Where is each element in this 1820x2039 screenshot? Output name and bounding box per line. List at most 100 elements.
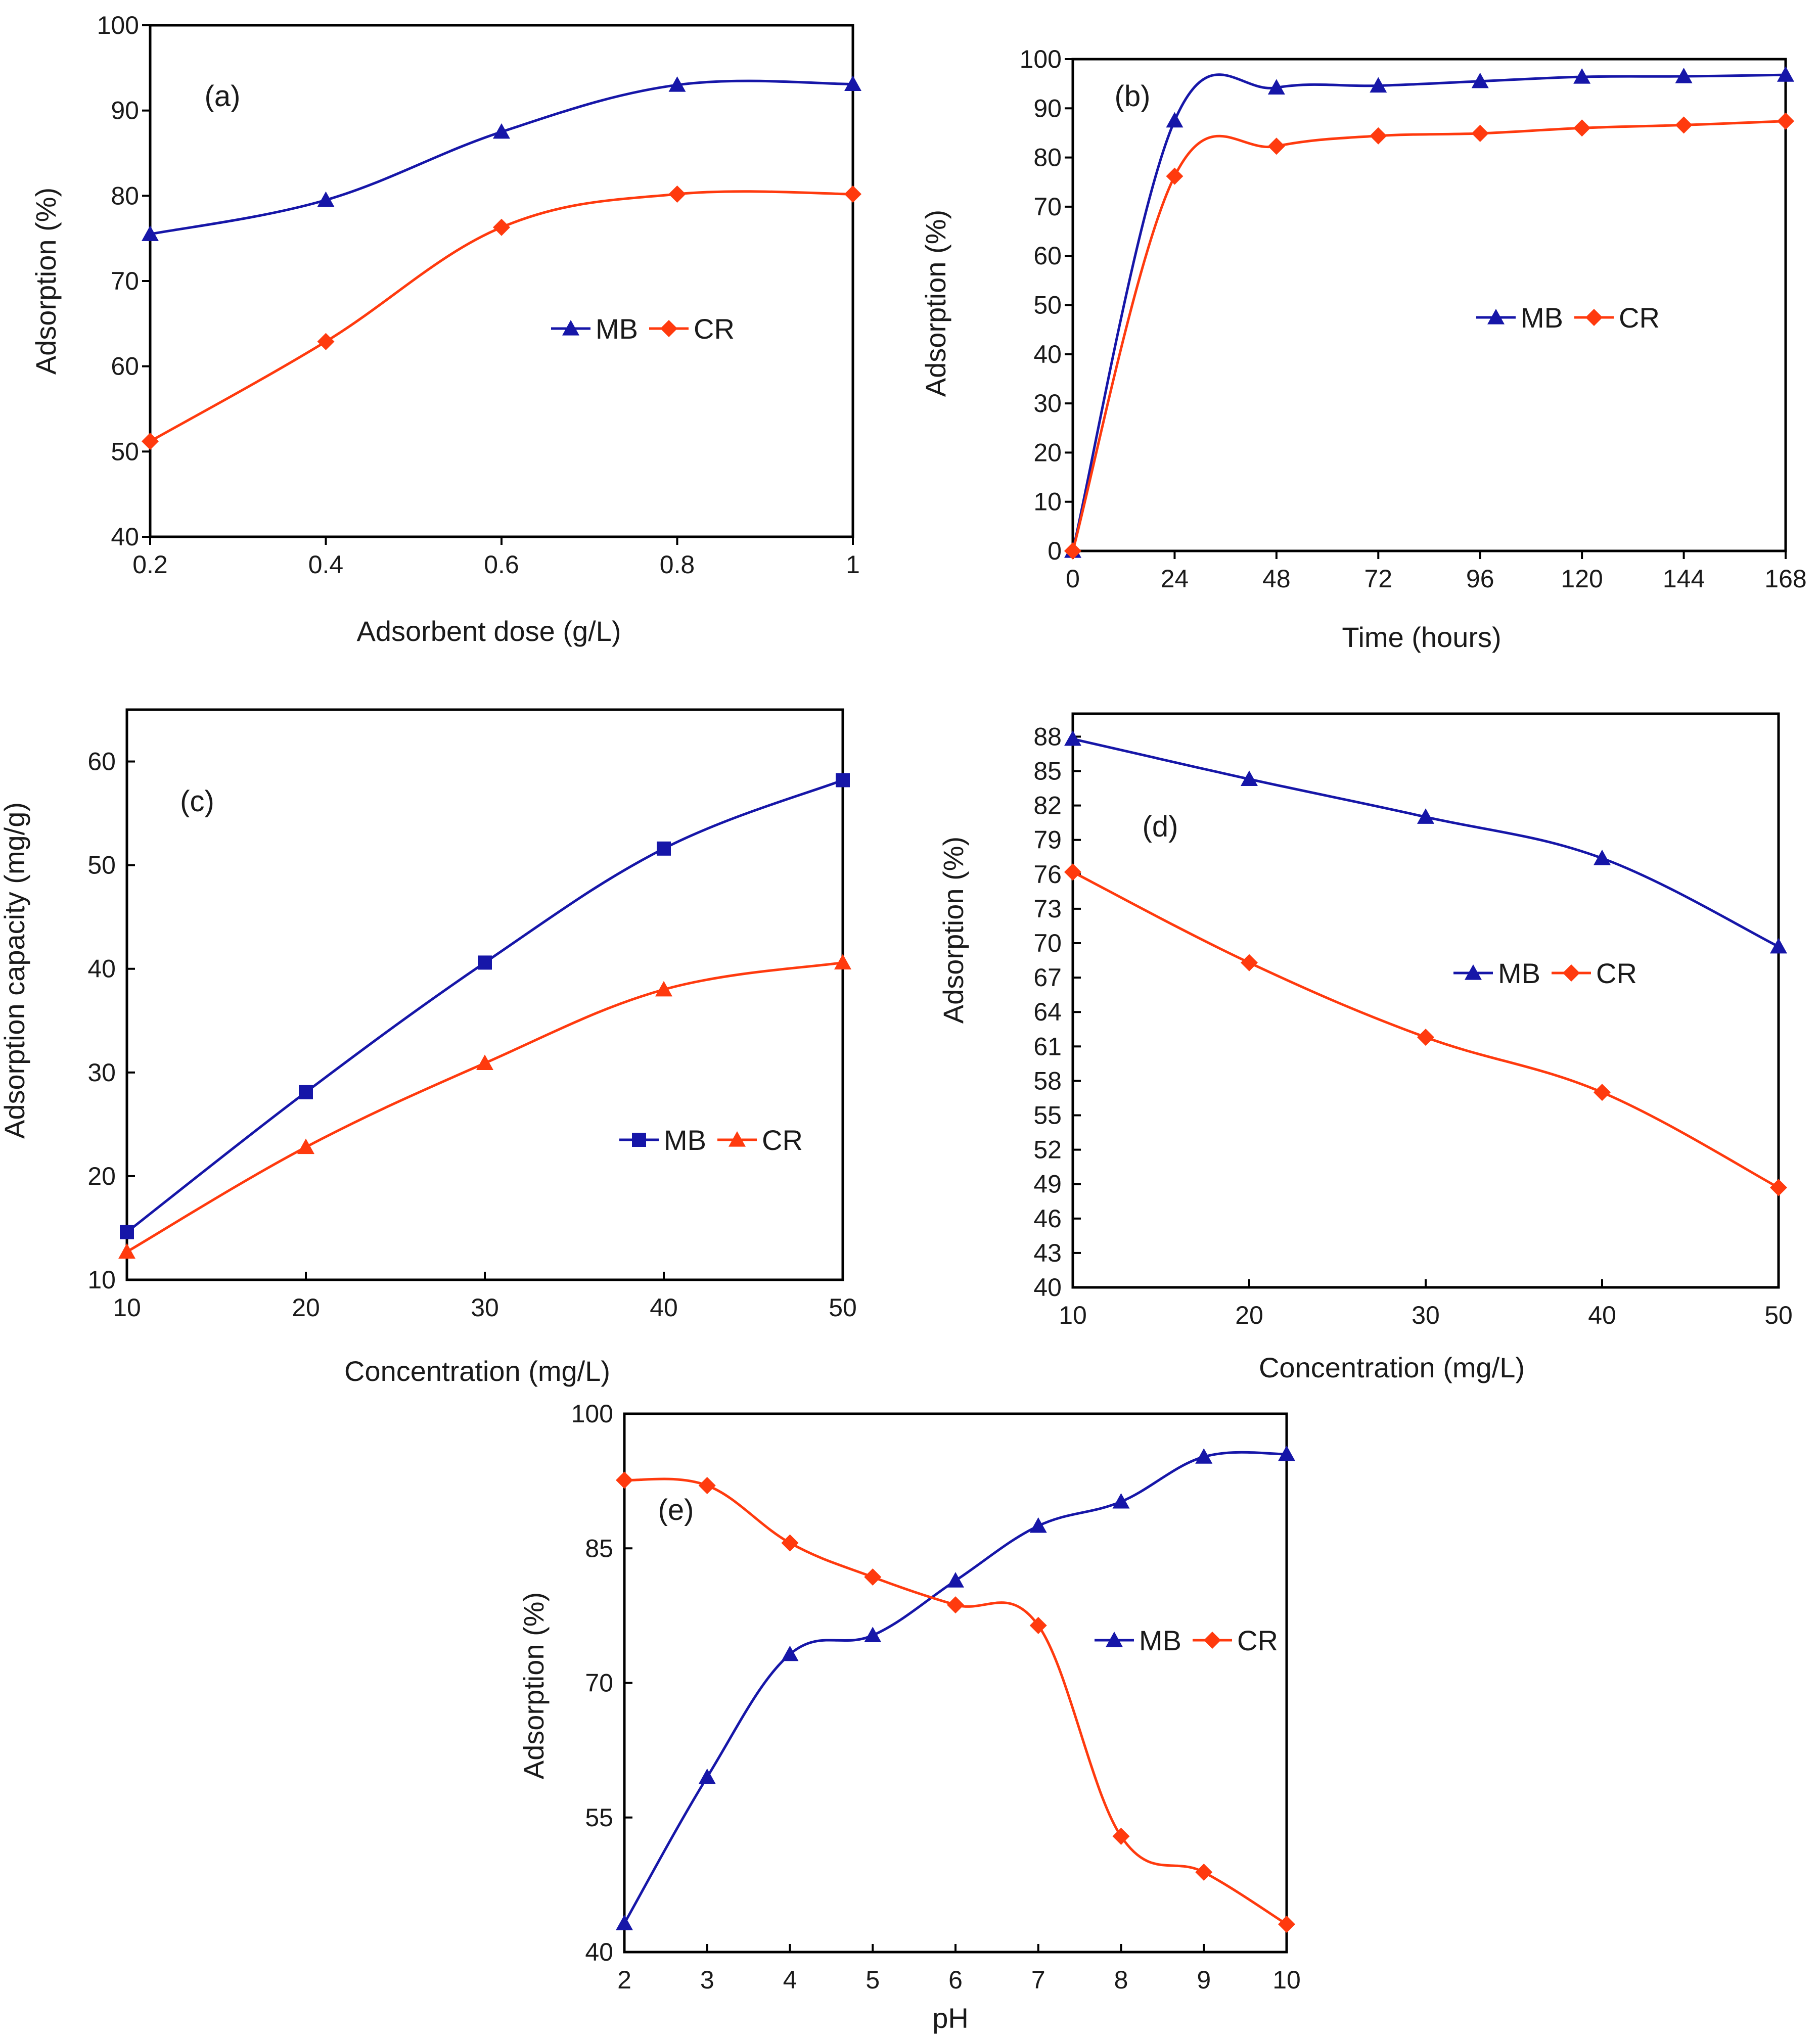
legend-label-cr: CR [1596, 957, 1637, 989]
legend-marker-mb [562, 320, 579, 336]
x-tick-label: 72 [1364, 565, 1392, 593]
series-line-mb [623, 1451, 1287, 1924]
y-tick-label: 85 [585, 1534, 613, 1562]
y-axis-title: Adsorption (%) [920, 210, 951, 397]
data-point-cr [1471, 124, 1489, 142]
y-tick-label: 80 [111, 181, 139, 210]
x-tick-label: 1 [846, 550, 860, 579]
plot-frame [1071, 712, 1780, 1289]
x-tick-label: 2 [617, 1966, 631, 1994]
data-point-mb [864, 1627, 882, 1643]
x-tick-label: 48 [1262, 565, 1291, 593]
x-tick-label: 0 [1066, 565, 1080, 593]
legend: MB CR [619, 1124, 803, 1156]
series-mb [1064, 730, 1787, 954]
data-point-mb [1112, 1493, 1130, 1509]
data-point-cr [1770, 1179, 1787, 1196]
x-tick-label: 10 [1272, 1966, 1301, 1994]
x-tick-label: 7 [1031, 1966, 1045, 1994]
y-tick-label: 30 [87, 1058, 116, 1087]
x-tick-label: 30 [471, 1293, 499, 1322]
data-point-mb [1195, 1448, 1213, 1464]
x-tick-label: 20 [1235, 1301, 1263, 1329]
legend-marker-mb [1106, 1632, 1123, 1647]
y-tick-label: 85 [1033, 757, 1062, 785]
chart-panel-e: 40 55 70 85 100 2 3 4 5 6 7 8 9 10 pH Adsorption (%) (e)… [518, 1400, 1301, 2034]
y-tick-label: 76 [1033, 860, 1062, 889]
data-point-cr [1195, 1864, 1213, 1881]
series-line-mb [150, 79, 853, 236]
data-point-cr [1166, 167, 1184, 185]
data-point-mb [1064, 730, 1081, 746]
x-tick-label: 8 [1114, 1966, 1128, 1994]
plot-frame [125, 708, 844, 1281]
plot-frame [1071, 58, 1787, 552]
y-tick-label: 90 [1033, 94, 1062, 122]
series-line-cr [126, 961, 843, 1253]
x-tick-label: 0.4 [308, 550, 344, 579]
y-tick-label: 73 [1033, 895, 1062, 923]
y-tick-label: 40 [1033, 340, 1062, 368]
data-point-mb [947, 1572, 964, 1588]
legend: MB CR [1095, 1625, 1278, 1656]
legend-label-mb: MB [664, 1124, 706, 1156]
y-tick-label: 46 [1033, 1204, 1062, 1233]
legend-marker-cr [1204, 1632, 1221, 1649]
data-point-mb [1417, 808, 1434, 824]
y-tick-label: 30 [1033, 389, 1062, 418]
y-tick-label: 60 [1033, 242, 1062, 270]
chart-panel-d: 40 43 46 49 52 55 58 61 64 67 70 73 76 79 82 85 88 10 20 30… [937, 712, 1793, 1383]
x-tick-label: 0.2 [132, 550, 168, 579]
y-tick-label: 61 [1033, 1032, 1062, 1060]
x-axis-title: pH [932, 2002, 969, 2034]
y-tick-label: 79 [1033, 826, 1062, 854]
data-point-mb [1278, 1445, 1295, 1461]
series-line-mb [1072, 737, 1780, 948]
y-tick-label: 55 [585, 1803, 613, 1832]
y-tick-label: 60 [111, 352, 139, 381]
x-tick-label: 40 [1588, 1301, 1616, 1329]
x-tick-label: 50 [1764, 1301, 1793, 1329]
data-point-mb [493, 123, 510, 139]
y-tick-label: 64 [1033, 998, 1062, 1026]
y-tick-label: 67 [1033, 963, 1062, 992]
panel-label: (d) [1143, 810, 1178, 843]
series-mb [1064, 66, 1794, 558]
data-point-cr [1594, 1084, 1611, 1101]
data-point-mb [1471, 72, 1489, 88]
data-point-cr [1267, 137, 1285, 155]
y-axis-title: Adsorption (%) [937, 837, 969, 1024]
y-tick-label: 70 [585, 1669, 613, 1697]
series-mb [120, 773, 850, 1239]
x-tick-label: 50 [829, 1293, 857, 1322]
data-point-mb [781, 1645, 799, 1661]
data-point-mb [1777, 66, 1794, 82]
series-cr [616, 1471, 1295, 1933]
data-point-cr [142, 433, 159, 450]
series-cr [118, 954, 851, 1259]
y-tick-label: 43 [1033, 1239, 1062, 1267]
y-tick-label: 82 [1033, 792, 1062, 820]
y-tick-label: 100 [97, 11, 139, 39]
x-axis-title: Time (hours) [1342, 621, 1501, 653]
data-point-cr [493, 218, 510, 236]
data-point-mb [1241, 770, 1258, 786]
data-point-mb [1573, 68, 1591, 84]
legend-marker-mb [632, 1133, 646, 1147]
data-point-cr [1675, 116, 1693, 134]
y-axis-title: Adsorption capacity (mg/g) [0, 802, 30, 1139]
data-point-mb [478, 955, 492, 970]
y-tick-label: 58 [1033, 1067, 1062, 1095]
data-point-cr [1241, 954, 1258, 971]
data-point-mb [1594, 850, 1611, 865]
data-point-mb [1166, 112, 1184, 128]
y-tick-label: 60 [87, 748, 116, 776]
data-point-mb [142, 225, 159, 241]
x-tick-label: 96 [1466, 565, 1494, 593]
x-axis-title: Concentration (mg/L) [344, 1355, 610, 1387]
y-tick-label: 50 [111, 437, 139, 466]
series-mb [616, 1445, 1295, 1930]
legend-marker-mb [1487, 309, 1505, 325]
data-point-mb [616, 1915, 633, 1930]
